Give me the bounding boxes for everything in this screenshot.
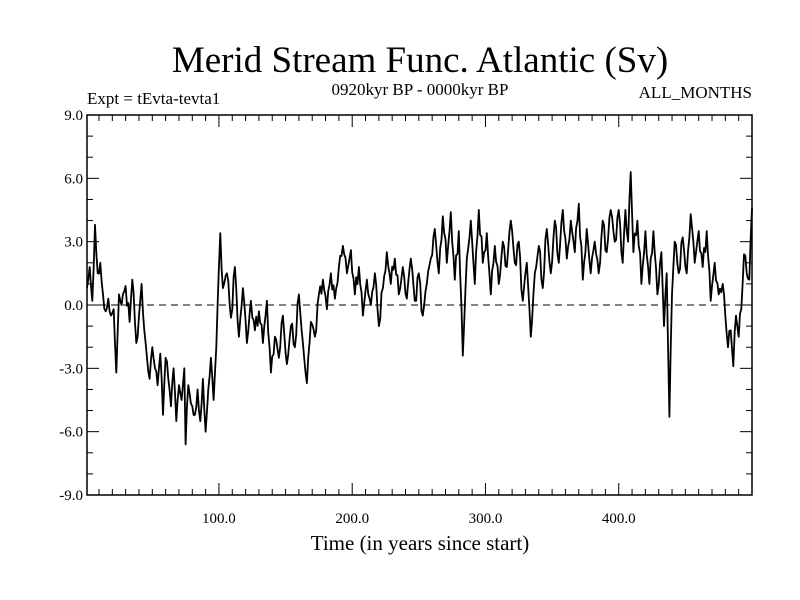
- plot-frame: [86, 114, 753, 496]
- x-tick-label: 200.0: [335, 511, 369, 527]
- y-tick-labels: -9.0 -6.0 -3.0 0.0 3.0 6.0 9.0: [59, 108, 83, 504]
- y-tick-label: 3.0: [64, 235, 83, 251]
- x-tick-labels: 100.0 200.0 300.0 400.0: [202, 511, 636, 527]
- series-line: [86, 171, 753, 446]
- x-tick-label: 100.0: [202, 511, 236, 527]
- y-tick-label: -6.0: [59, 425, 83, 441]
- x-axis-label: Time (in years since start): [311, 531, 530, 555]
- axis-ticks: [87, 115, 752, 495]
- time-range-label: 0920kyr BP - 0000kyr BP: [332, 80, 509, 99]
- x-tick-label: 400.0: [602, 511, 636, 527]
- x-tick-label: 300.0: [469, 511, 503, 527]
- y-tick-label: -3.0: [59, 361, 83, 377]
- y-tick-label: 0.0: [64, 298, 83, 314]
- experiment-label: Expt = tEvta-tevta1: [87, 89, 220, 108]
- y-tick-label: -9.0: [59, 488, 83, 504]
- chart-title: Merid Stream Func. Atlantic (Sv): [172, 40, 668, 81]
- y-tick-label: 6.0: [64, 171, 83, 187]
- months-label: ALL_MONTHS: [639, 83, 752, 102]
- y-tick-label: 9.0: [64, 108, 83, 124]
